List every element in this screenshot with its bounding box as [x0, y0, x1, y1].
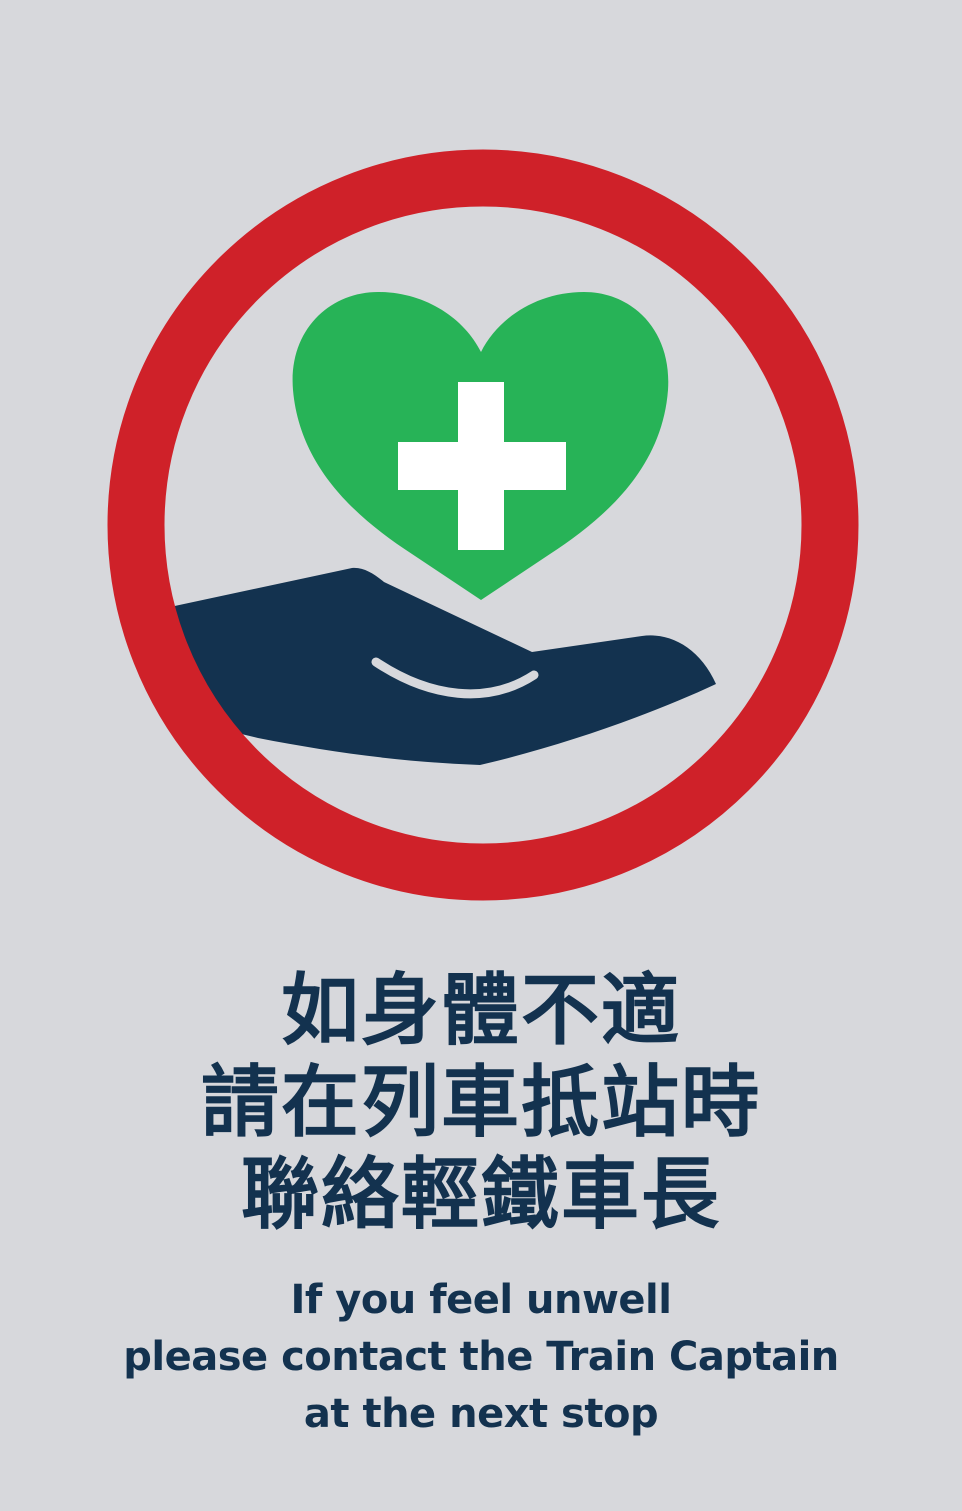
english-line-2: please contact the Train Captain — [123, 1334, 839, 1380]
english-line-3: at the next stop — [303, 1391, 659, 1437]
chinese-line-2: 請在列車抵站時 — [200, 1057, 761, 1148]
chinese-notice-text: 如身體不適 請在列車抵站時 聯絡輕鐵車長 — [0, 965, 962, 1241]
red-circle-ring — [107, 149, 859, 901]
english-line-1: If you feel unwell — [290, 1277, 672, 1323]
chinese-line-3: 聯絡輕鐵車長 — [240, 1149, 721, 1240]
open-hand-icon — [163, 567, 716, 765]
chinese-line-1: 如身體不適 — [280, 965, 681, 1056]
care-pictogram — [107, 149, 859, 901]
hand-thumb-crease — [371, 657, 539, 699]
medical-cross-icon — [398, 382, 566, 550]
english-notice-text: If you feel unwell please contact the Tr… — [0, 1272, 962, 1443]
